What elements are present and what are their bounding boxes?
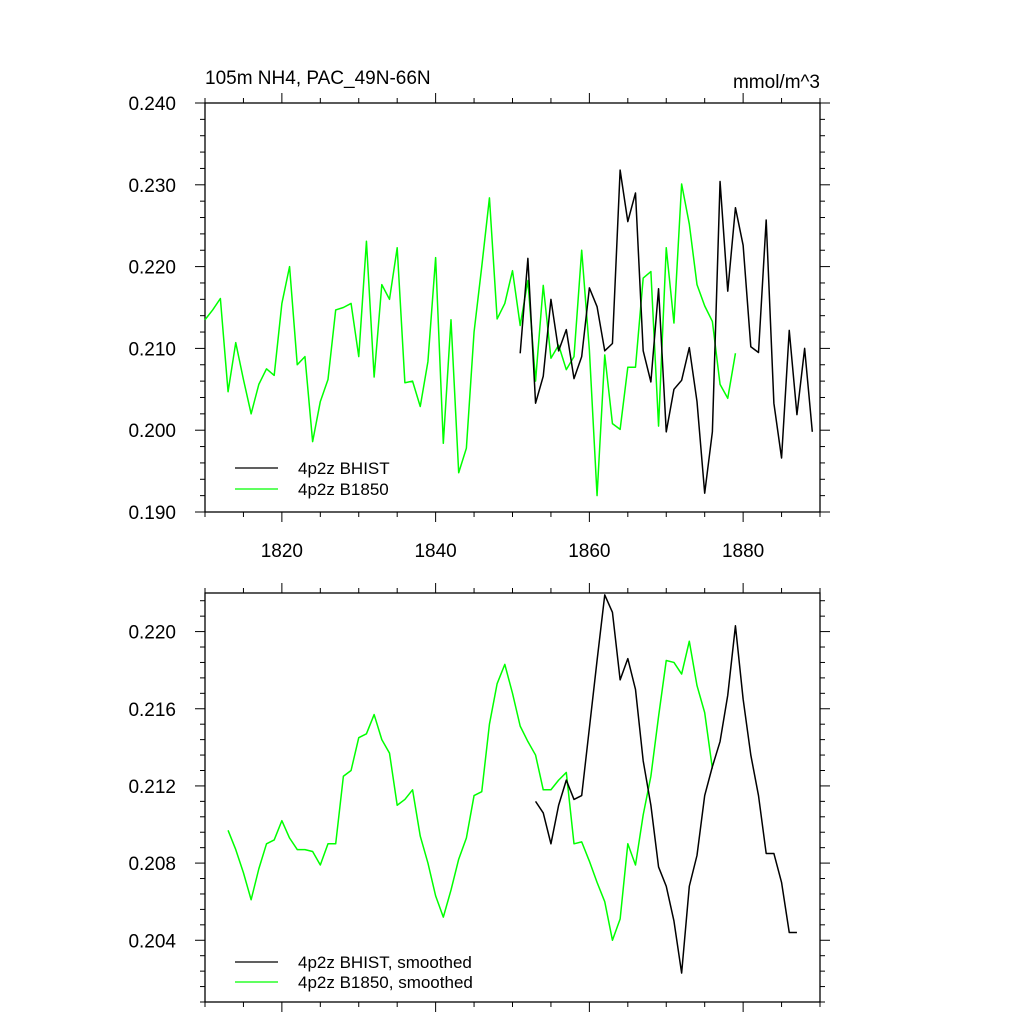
y-tick-label: 0.220	[128, 258, 176, 279]
x-tick-label: 1820	[261, 541, 303, 562]
series-line-smoothed-bhist	[534, 594, 797, 974]
series-line-b1850	[204, 183, 737, 497]
y-tick-label: 0.190	[128, 503, 176, 524]
bottom-legend: 4p2z BHIST, smoothed 4p2z B1850, smoothe…	[235, 953, 473, 992]
y-tick-label: 0.220	[128, 623, 176, 644]
top-series	[204, 169, 814, 497]
series-line-smoothed-b1850	[227, 640, 714, 942]
legend-label-bhist-smoothed: 4p2z BHIST, smoothed	[298, 953, 472, 972]
top-x-tick-labels: 1820 1840 1860 1880	[261, 541, 765, 562]
bottom-plot-frame	[204, 592, 821, 1003]
x-tick-label: 1880	[722, 541, 764, 562]
y-tick-label: 0.200	[128, 421, 176, 442]
top-y-tick-labels: 0.190 0.200 0.210 0.220 0.230 0.240	[128, 94, 176, 524]
chart-title: 105m NH4, PAC_49N-66N	[205, 68, 431, 89]
units-label: mmol/m^3	[733, 72, 820, 93]
y-tick-label: 0.216	[128, 700, 176, 721]
legend-label-bhist: 4p2z BHIST	[298, 459, 390, 478]
y-tick-label: 0.230	[128, 176, 176, 197]
series-line-bhist	[519, 169, 814, 494]
top-plot-frame	[204, 102, 821, 513]
bottom-series	[227, 594, 797, 974]
bottom-ticks	[195, 583, 830, 1012]
legend-label-b1850: 4p2z B1850	[298, 480, 389, 499]
y-tick-label: 0.208	[128, 854, 176, 875]
x-tick-label: 1860	[568, 541, 610, 562]
top-ticks	[195, 93, 830, 522]
y-tick-label: 0.210	[128, 339, 176, 360]
y-tick-label: 0.212	[128, 777, 176, 798]
top-legend: 4p2z BHIST 4p2z B1850	[235, 459, 390, 499]
x-tick-label: 1840	[414, 541, 456, 562]
bottom-y-tick-labels: 0.204 0.208 0.212 0.216 0.220	[128, 623, 176, 953]
bottom-panel: 0.204 0.208 0.212 0.216 0.220 4p2z BHIST, sm…	[128, 583, 830, 1012]
legend-label-b1850-smoothed: 4p2z B1850, smoothed	[298, 973, 473, 992]
y-tick-label: 0.240	[128, 94, 176, 115]
y-tick-label: 0.204	[128, 931, 176, 952]
